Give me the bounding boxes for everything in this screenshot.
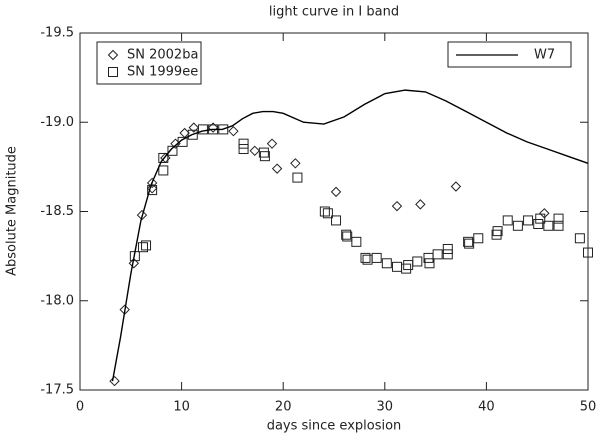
diamond-marker	[290, 158, 301, 169]
y-axis-label: Absolute Magnitude	[5, 146, 20, 276]
square-marker	[360, 252, 371, 263]
diamond-marker	[271, 163, 283, 174]
x-tick-label: 50	[580, 400, 597, 415]
diamond-marker	[391, 200, 403, 212]
square-marker	[341, 229, 352, 240]
square-marker	[322, 208, 333, 219]
square-marker	[492, 226, 503, 237]
square-marker	[424, 258, 435, 269]
square-marker	[523, 215, 534, 226]
square-marker	[259, 151, 270, 162]
square-marker	[391, 261, 402, 272]
diamond-marker	[415, 199, 426, 210]
square-marker	[238, 144, 249, 155]
diamond-marker	[450, 181, 462, 192]
square-marker	[403, 260, 414, 271]
legend-label: SN 2002ba	[127, 48, 198, 63]
square-marker	[158, 165, 169, 176]
x-tick-label: 10	[173, 400, 190, 415]
square-marker	[442, 243, 453, 254]
square-marker	[371, 252, 382, 263]
plot-frame	[79, 32, 589, 391]
square-marker	[137, 242, 148, 253]
legend-box	[96, 41, 202, 85]
y-tick-label: -18.5	[40, 204, 74, 219]
diamond-marker	[146, 183, 158, 194]
diamond-marker	[228, 125, 239, 137]
square-marker	[583, 247, 593, 258]
chart-title: light curve in I band	[269, 5, 399, 20]
square-marker	[158, 152, 169, 163]
square-marker	[292, 172, 303, 183]
x-tick-label: 30	[377, 400, 394, 415]
square-marker	[331, 215, 342, 226]
square-marker	[187, 129, 198, 140]
square-marker	[238, 138, 249, 149]
diamond-marker	[136, 209, 148, 221]
diamond-marker	[107, 49, 119, 61]
square-marker	[412, 256, 423, 267]
legend-box	[447, 41, 572, 68]
square-marker	[553, 220, 564, 231]
square-marker	[258, 147, 269, 158]
square-marker	[553, 213, 564, 224]
square-marker	[464, 238, 475, 249]
diamond-marker	[266, 138, 278, 149]
square-marker	[141, 240, 152, 251]
square-marker	[574, 233, 585, 244]
square-marker	[167, 145, 178, 156]
square-marker	[533, 218, 544, 229]
square-marker	[381, 258, 392, 269]
square-marker	[512, 220, 523, 231]
square-marker	[351, 236, 362, 247]
diamond-marker	[146, 177, 158, 189]
square-marker	[491, 229, 502, 240]
diamond-marker	[207, 122, 219, 133]
diamond-marker	[109, 375, 120, 387]
y-tick-label: -19.5	[40, 26, 74, 41]
x-tick-label: 40	[478, 400, 495, 415]
square-marker	[342, 231, 353, 242]
diamond-marker	[128, 258, 140, 269]
model-line	[111, 89, 589, 382]
legend-label: SN 1999ee	[127, 65, 198, 80]
diamond-marker	[188, 122, 199, 133]
diamond-marker	[330, 186, 342, 198]
square-marker	[543, 220, 554, 231]
square-marker	[473, 233, 484, 244]
square-marker	[197, 124, 208, 135]
x-tick-label: 0	[76, 400, 84, 415]
diamond-marker	[249, 145, 260, 157]
square-marker	[319, 206, 330, 217]
square-marker	[502, 215, 513, 226]
square-marker	[442, 249, 453, 260]
square-marker	[432, 249, 443, 260]
y-tick-label: -18.0	[40, 293, 74, 308]
square-marker	[147, 185, 158, 196]
square-marker	[177, 136, 188, 147]
square-marker	[108, 67, 118, 77]
x-axis-label: days since explosion	[267, 419, 402, 434]
square-marker	[401, 263, 412, 274]
x-tick-label: 20	[275, 400, 292, 415]
square-marker	[463, 236, 474, 247]
legend-label: W7	[534, 48, 555, 63]
square-marker	[535, 213, 546, 224]
y-tick-label: -17.5	[40, 383, 74, 398]
y-tick-label: -19.0	[40, 115, 74, 130]
